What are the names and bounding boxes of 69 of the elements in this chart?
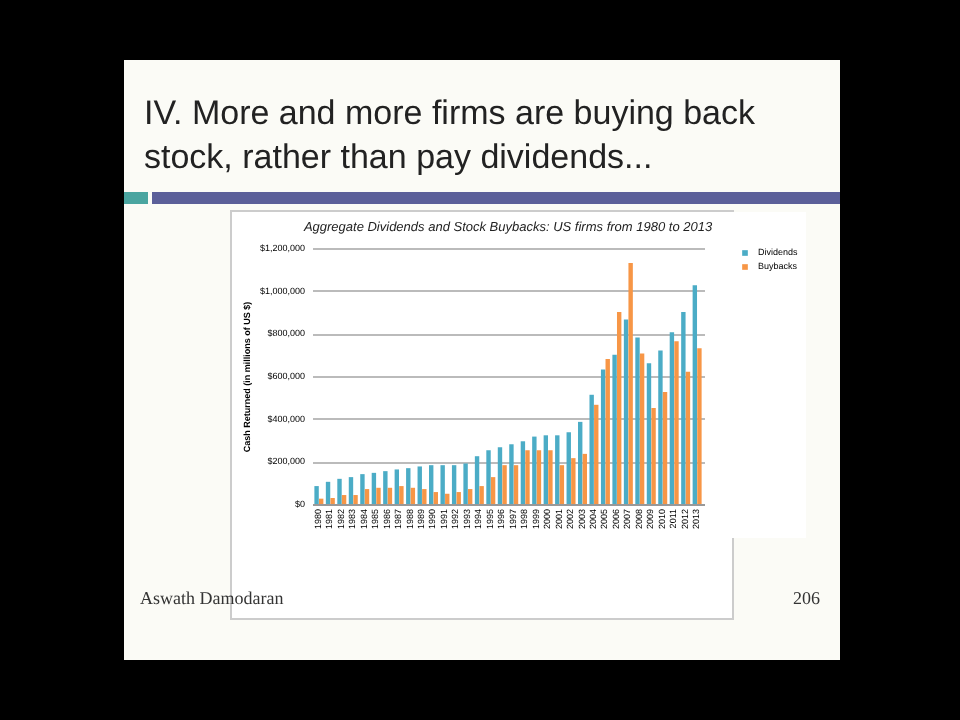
bar [325,481,331,504]
bar [525,450,530,504]
bar [605,358,610,504]
bar [662,392,668,504]
bar [451,465,457,504]
bar [674,341,679,504]
bar [490,477,496,504]
bar [566,432,571,504]
bar [623,319,629,504]
bar [394,469,400,504]
bar [364,489,370,504]
bar [578,421,583,504]
bar [417,466,422,504]
bar [669,332,675,504]
text: IV. More and more firms are buying back stock, rather than pay dividends... [144,92,758,180]
bar [410,487,416,504]
bar [616,312,622,504]
text: 206 [793,588,820,608]
bar [479,486,484,504]
bar [646,363,652,504]
bar [497,447,503,504]
bar [337,478,342,504]
bar [600,369,606,504]
bar [589,394,594,504]
bar [639,353,645,504]
bar [383,471,388,504]
bar [360,474,365,504]
bar [548,450,553,504]
bar [371,472,377,504]
bar [502,465,507,504]
bar [387,487,393,504]
bar [559,465,565,504]
bar [536,450,542,504]
bar [571,458,576,504]
bar [353,495,358,504]
bar [532,436,537,504]
bar [651,408,656,504]
bar [440,465,445,504]
bar [635,337,640,504]
bar [628,262,633,504]
bar [399,486,404,504]
bar [513,465,519,504]
bar [555,435,560,504]
bar [330,498,335,504]
text: Aswath Damodaran [140,588,284,608]
bar [433,492,438,504]
bar [429,465,434,504]
bar [406,468,411,504]
bar [341,495,347,504]
bar [456,492,461,504]
bar [594,404,599,504]
bar [509,444,514,504]
bar [314,486,319,504]
bar [463,463,468,504]
bar [474,456,480,504]
bar [681,312,686,504]
bar [486,450,491,504]
bar [520,441,526,504]
bar [582,453,587,504]
bar [422,489,427,504]
bar [543,435,549,504]
bar [348,477,354,504]
bar [467,489,473,504]
bar [658,350,663,504]
bar [692,285,698,504]
bar [685,371,691,504]
bar [697,348,702,504]
bar [376,487,381,504]
bar [612,354,617,504]
